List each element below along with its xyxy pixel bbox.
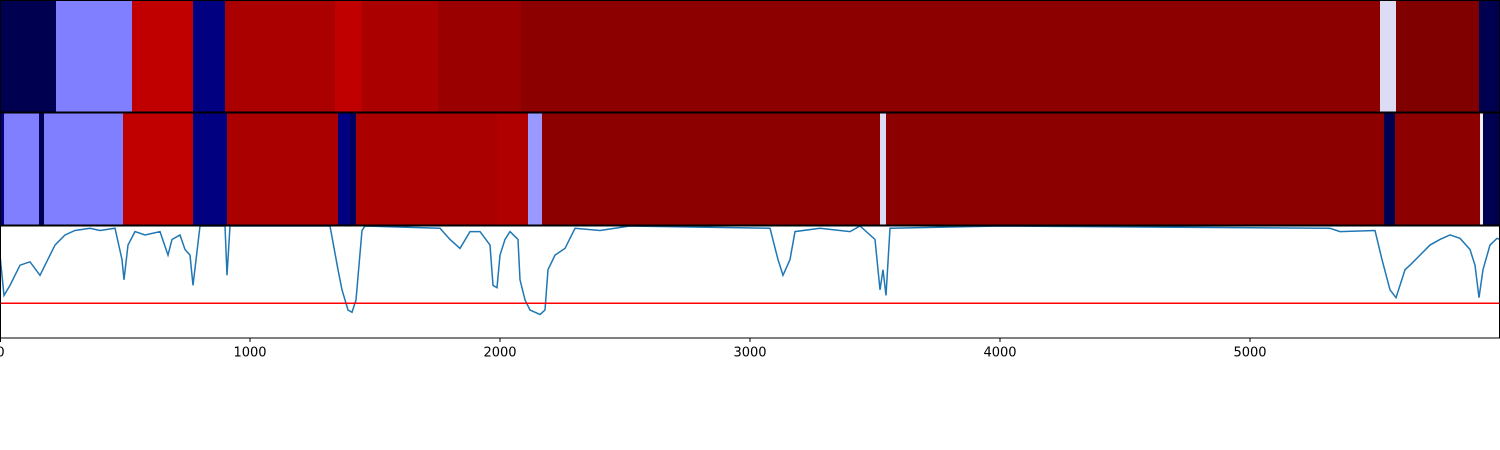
segment	[39, 113, 44, 225]
segment	[193, 0, 225, 112]
segment	[1479, 0, 1500, 112]
x-tick-label: 0	[0, 346, 5, 361]
x-tick-label: 2000	[483, 346, 516, 361]
segment	[0, 113, 4, 225]
segment	[438, 0, 521, 112]
segment	[528, 113, 542, 225]
segment	[521, 0, 1380, 112]
x-tick-label: 4000	[983, 346, 1016, 361]
segment	[880, 113, 886, 225]
segment	[1480, 113, 1483, 225]
x-tick-label: 5000	[1233, 346, 1266, 361]
segment	[1380, 0, 1396, 112]
segment	[132, 0, 193, 112]
segment	[335, 0, 362, 112]
x-tick-label: 3000	[733, 346, 766, 361]
segment	[338, 113, 350, 225]
segment	[4, 113, 39, 225]
segment	[227, 113, 338, 225]
segment	[886, 113, 1384, 225]
segment	[350, 113, 356, 225]
plot	[0, 226, 1500, 316]
segment	[1384, 113, 1395, 225]
segment	[356, 113, 497, 225]
segment	[0, 0, 56, 112]
segment	[225, 0, 335, 112]
segment	[362, 0, 438, 112]
segment	[1395, 113, 1480, 225]
segment	[497, 113, 528, 225]
line-series	[0, 226, 1500, 316]
segment	[56, 0, 132, 112]
x-tick-label: 1000	[233, 346, 266, 361]
panels: 0 1000 2000 3000 4000 5000	[0, 0, 1500, 361]
segment	[1483, 113, 1500, 225]
segment	[44, 113, 123, 225]
segment	[193, 113, 227, 225]
segment	[542, 113, 880, 225]
segment	[123, 113, 193, 225]
segment	[1396, 0, 1479, 112]
